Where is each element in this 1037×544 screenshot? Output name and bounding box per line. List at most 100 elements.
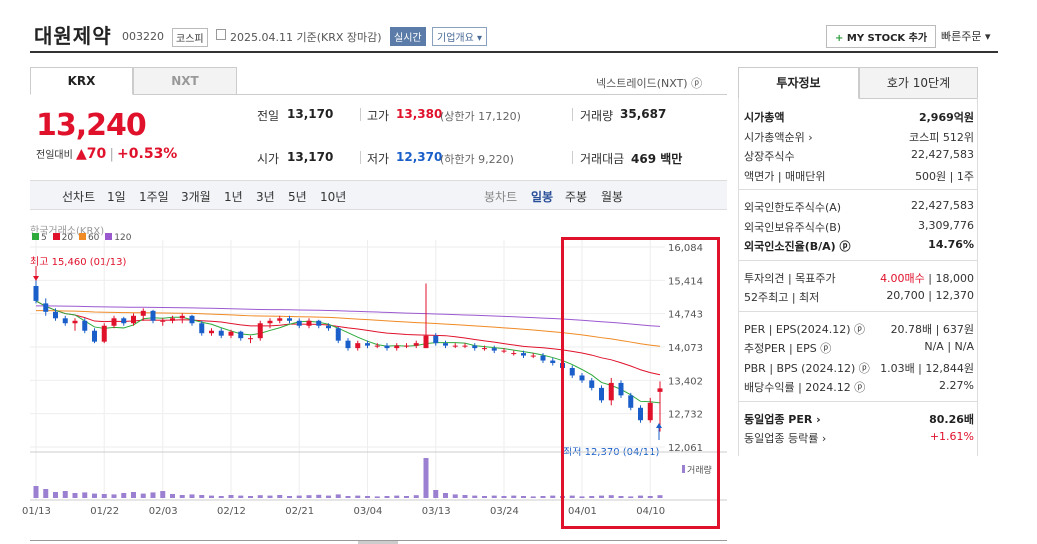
x-tick-label: 02/21	[285, 506, 314, 517]
ma60-label: 60	[87, 233, 100, 243]
realtime-button[interactable]: 실시간	[390, 27, 426, 46]
candle-body	[209, 330, 214, 334]
volume-bar	[521, 496, 526, 498]
candle-chart-label: 봉차트	[484, 190, 518, 204]
candle-body	[267, 320, 273, 324]
change-label: 전일대비	[36, 150, 73, 161]
prev-close-label: 전일	[257, 109, 280, 123]
info-row-label[interactable]: 동일업종 PER ›	[744, 412, 821, 426]
x-tick-label: 01/22	[90, 506, 119, 517]
period-1y[interactable]: 1년	[224, 190, 243, 204]
volume-bar	[443, 493, 448, 498]
x-tick-label: 01/13	[22, 506, 51, 517]
ma-legend: 5 20 60 120	[32, 233, 131, 243]
candle-body	[482, 348, 487, 350]
period-3y[interactable]: 3년	[256, 190, 275, 204]
info-row-label: PBR | BPS (2024.12) ⓟ	[744, 361, 870, 375]
volume-bar	[43, 489, 49, 498]
period-1d[interactable]: 1일	[107, 190, 126, 204]
candle-daily[interactable]: 일봉	[531, 190, 554, 204]
candle-body	[365, 343, 370, 346]
info-row-value: 14.76%	[928, 238, 974, 251]
volume-bar	[345, 496, 351, 498]
change-row: 전일대비 ▲70 | +0.53%	[36, 146, 177, 162]
volume-bar	[472, 495, 478, 498]
tab-orderbook[interactable]: 호가 10단계	[859, 67, 978, 99]
candle-body	[618, 382, 624, 396]
info-row: PER | EPS(2024.12) ⓟ 20.78배 | 637원	[744, 321, 974, 339]
volume-bar	[530, 496, 536, 498]
y-tick-label: 13,402	[668, 376, 703, 387]
info-row-label[interactable]: 동일업종 등락률 ›	[744, 432, 827, 445]
candle-body	[92, 330, 97, 342]
my-stock-label: MY STOCK 추가	[846, 33, 928, 44]
bottom-divider	[30, 540, 727, 541]
separator	[572, 108, 573, 121]
y-tick-label: 12,061	[668, 443, 703, 454]
x-tick-label: 03/24	[490, 506, 519, 517]
candle-body	[179, 315, 185, 319]
amount-label: 거래대금	[580, 152, 625, 166]
volume-bar	[209, 495, 214, 498]
volume-bar	[482, 496, 487, 498]
volume-bar	[228, 495, 234, 498]
period-10y[interactable]: 10년	[320, 190, 347, 204]
highlight-box	[561, 237, 720, 529]
volume-bar	[501, 496, 507, 498]
volume-bar	[101, 494, 107, 498]
scroll-handle[interactable]	[358, 541, 398, 544]
info-row-value: N/A | N/A	[924, 340, 974, 353]
candle-body	[257, 323, 263, 339]
quick-order-button[interactable]: 빠른주문 ▾	[941, 30, 991, 43]
period-1w[interactable]: 1주일	[139, 190, 169, 204]
tab-nxt[interactable]: NXT	[133, 67, 237, 95]
candle-weekly[interactable]: 주봉	[565, 190, 588, 204]
period-3m[interactable]: 3개월	[181, 190, 211, 204]
period-5y[interactable]: 5년	[288, 190, 307, 204]
volume-bar	[404, 496, 409, 498]
volume-bar	[287, 496, 292, 498]
right-panel-frame	[738, 98, 978, 456]
candle-monthly[interactable]: 월봉	[601, 190, 624, 204]
info-row-label: 외국인소진율(B/A) ⓟ	[744, 240, 851, 253]
volume-bar	[199, 495, 205, 498]
candle-body	[160, 320, 166, 322]
volume-bar	[160, 491, 166, 498]
volume-bar	[433, 490, 439, 498]
y-tick-label: 14,743	[668, 310, 703, 321]
volume-bar	[608, 495, 614, 498]
low-arrow-head	[656, 423, 662, 428]
candle-body	[53, 311, 58, 319]
info-row-label[interactable]: 시가총액순위 ›	[744, 130, 813, 144]
corp-overview-button[interactable]: 기업개요 ▾	[432, 27, 487, 46]
volume-bar	[589, 496, 595, 498]
volume-bar	[374, 496, 380, 498]
info-row-label: 52주최고 | 최저	[744, 291, 820, 304]
info-row-label: 배당수익률 | 2024.12 ⓟ	[744, 381, 866, 394]
volume-bar	[638, 495, 643, 498]
volume-value: 35,687	[620, 107, 667, 121]
candle-body	[433, 335, 439, 344]
candle-body	[647, 402, 653, 421]
nxt-link[interactable]: 넥스트레이드(NXT) ⓟ	[596, 77, 703, 90]
volume-bar	[306, 495, 312, 498]
candle-body	[501, 350, 507, 352]
tab-investment-info[interactable]: 투자정보	[738, 67, 859, 99]
ma120-line	[35, 305, 661, 327]
tab-krx[interactable]: KRX	[30, 67, 133, 95]
info-row: 상장주식수 22,427,583	[744, 148, 974, 166]
info-row-label: 투자의견 | 목표주가	[744, 271, 836, 285]
calendar-icon	[216, 29, 226, 40]
info-row: 외국인보유주식수(B) 3,309,776	[744, 219, 974, 237]
candle-body	[628, 395, 634, 408]
volume-bar	[111, 494, 117, 498]
volume-bar	[82, 492, 88, 498]
separator	[572, 151, 573, 164]
candle-body	[43, 303, 49, 312]
up-arrow-icon: ▲	[76, 146, 87, 162]
my-stock-add-button[interactable]: + MY STOCK 추가	[826, 25, 937, 48]
info-row: 52주최고 | 최저 20,700 | 12,370	[744, 289, 974, 307]
ma5-line	[35, 300, 661, 404]
volume-swatch	[682, 465, 685, 473]
